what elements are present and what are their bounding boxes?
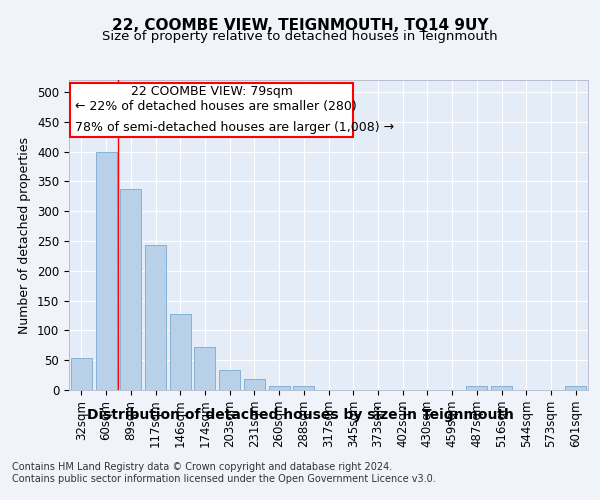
Text: Distribution of detached houses by size in Teignmouth: Distribution of detached houses by size … bbox=[86, 408, 514, 422]
Text: Size of property relative to detached houses in Teignmouth: Size of property relative to detached ho… bbox=[102, 30, 498, 43]
Bar bbox=[244, 378, 265, 390]
Bar bbox=[466, 386, 487, 390]
Bar bbox=[95, 152, 116, 390]
Bar bbox=[170, 314, 191, 390]
Bar bbox=[145, 245, 166, 390]
Text: 22 COOMBE VIEW: 79sqm: 22 COOMBE VIEW: 79sqm bbox=[131, 84, 293, 98]
Bar bbox=[491, 386, 512, 390]
Bar bbox=[71, 358, 92, 390]
Text: Contains HM Land Registry data © Crown copyright and database right 2024.
Contai: Contains HM Land Registry data © Crown c… bbox=[12, 462, 436, 484]
Text: 78% of semi-detached houses are larger (1,008) →: 78% of semi-detached houses are larger (… bbox=[76, 120, 395, 134]
Bar bbox=[219, 370, 240, 390]
Bar bbox=[293, 386, 314, 390]
Bar bbox=[565, 386, 586, 390]
Bar bbox=[269, 386, 290, 390]
Text: 22, COOMBE VIEW, TEIGNMOUTH, TQ14 9UY: 22, COOMBE VIEW, TEIGNMOUTH, TQ14 9UY bbox=[112, 18, 488, 32]
Text: ← 22% of detached houses are smaller (280): ← 22% of detached houses are smaller (28… bbox=[76, 100, 357, 113]
Bar bbox=[194, 347, 215, 390]
Bar bbox=[120, 188, 141, 390]
Y-axis label: Number of detached properties: Number of detached properties bbox=[19, 136, 31, 334]
FancyBboxPatch shape bbox=[70, 83, 353, 136]
